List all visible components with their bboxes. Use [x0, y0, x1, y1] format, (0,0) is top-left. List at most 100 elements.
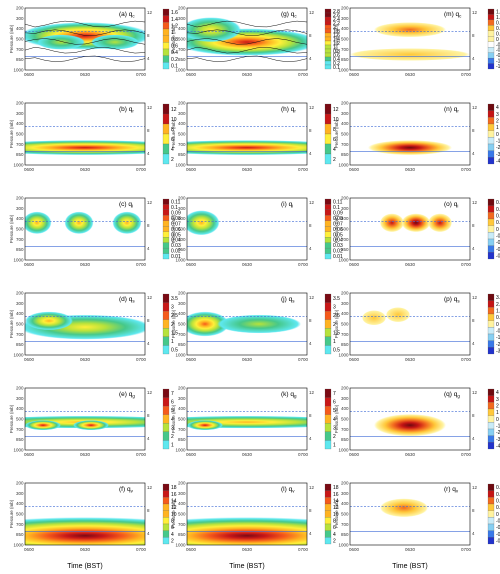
colorbar-swatch — [487, 490, 495, 498]
x-tick-label: 0600 — [24, 72, 35, 77]
colorbar-swatch — [162, 62, 170, 70]
colorbar-swatch — [324, 52, 332, 58]
colorbar-swatch — [162, 237, 170, 243]
panel-y-axis-label: Pressure (mb) — [171, 404, 176, 433]
colorbar-swatch — [162, 113, 170, 125]
x-tick-label: 0600 — [186, 262, 197, 267]
panel-label: (o) qi — [444, 201, 458, 209]
colorbar-swatch — [324, 12, 332, 18]
colorbar-swatch — [324, 215, 332, 221]
colorbar-swatch — [487, 205, 495, 213]
colorbar-label: 0.01 — [333, 254, 343, 260]
y-tick-label: 850 — [178, 342, 186, 347]
colorbar-label: -3 — [496, 437, 500, 443]
colorbar-label: 4 — [496, 390, 499, 396]
right-tick-label: 8 — [309, 413, 312, 418]
colorbar-label: 2 — [333, 538, 336, 544]
panel-y-axis-label: Pressure (mb) — [9, 24, 14, 53]
plot-frame — [186, 102, 308, 166]
right-tick-label: 4 — [147, 151, 150, 156]
field — [25, 103, 145, 165]
colorbar-label: 0.8 — [171, 37, 178, 43]
panel-label-sub: c — [459, 14, 462, 19]
colorbar-swatch — [162, 397, 170, 407]
x-tick-label: 0630 — [405, 357, 416, 362]
field — [350, 483, 470, 545]
x-tick-label: 0700 — [461, 357, 472, 362]
x-tick-label: 0600 — [24, 262, 35, 267]
colorbar-swatch — [324, 28, 332, 34]
panel-label-main: (r) q — [444, 486, 456, 493]
x-tick-label: 0630 — [405, 452, 416, 457]
colorbar-swatch — [162, 198, 170, 205]
colorbar-label: 1.8 — [333, 29, 340, 35]
panel-label-sub: i — [132, 204, 133, 209]
colorbar-swatch — [162, 226, 170, 232]
colorbar-swatch — [324, 406, 332, 415]
colorbar-swatch — [487, 103, 495, 111]
colorbar-label: -0.08 — [496, 253, 500, 259]
right-tick-label: 8 — [472, 128, 475, 133]
colorbar-label: 5 — [171, 408, 174, 414]
colorbar-label: 12 — [333, 505, 339, 511]
y-tick-label: 850 — [178, 152, 186, 157]
colorbar-swatch — [162, 503, 170, 511]
colorbar-swatch — [162, 423, 170, 432]
right-tick-label: 4 — [147, 531, 150, 536]
y-tick-label: 300 — [16, 301, 24, 306]
colorbar-swatch — [487, 157, 495, 165]
colorbar-swatch — [324, 48, 332, 54]
colorbar-label: -3.2 — [496, 348, 500, 354]
colorbar-swatch — [162, 242, 170, 249]
colorbar-label: 2.4 — [333, 17, 340, 23]
contour-line — [187, 38, 307, 45]
panel-y-axis-label: Pressure (mb) — [334, 214, 339, 243]
y-tick-label: 850 — [178, 57, 186, 62]
colorbar-swatch — [324, 423, 332, 432]
colorbar-swatch — [162, 537, 170, 545]
right-tick-label: 8 — [309, 318, 312, 323]
y-tick-label: 1000 — [338, 163, 349, 168]
colorbar-swatch — [487, 110, 495, 118]
colorbar-label: 3 — [171, 425, 174, 431]
colorbar-swatch — [487, 408, 495, 416]
field — [187, 103, 307, 165]
contour-blob — [368, 140, 452, 156]
panel-label: (d) qs — [119, 296, 135, 304]
colorbar-label: 2.6 — [333, 13, 340, 19]
x-tick-label: 0600 — [186, 357, 197, 362]
colorbar-label: 2 — [171, 322, 174, 328]
x-tick-label: 0700 — [136, 357, 147, 362]
x-tick-label: 0700 — [136, 262, 147, 267]
x-tick-label: 0630 — [242, 72, 253, 77]
colorbar-swatch — [162, 220, 170, 227]
colorbar-swatch — [162, 406, 170, 415]
colorbar-label: 0 — [496, 227, 499, 233]
x-tick-label: 0700 — [461, 262, 472, 267]
x-tick-label: 0600 — [349, 262, 360, 267]
right-tick-label: 4 — [309, 341, 312, 346]
colorbar-label: 3.5 — [333, 296, 340, 302]
y-tick-label: 700 — [341, 142, 349, 147]
y-tick-label: 700 — [178, 142, 186, 147]
right-tick-label: 12 — [309, 485, 315, 490]
colorbar-label: 2 — [333, 322, 336, 328]
colorbar-swatch — [487, 442, 495, 450]
colorbar-label: 4 — [333, 417, 336, 423]
y-tick-label: 300 — [341, 396, 349, 401]
y-tick-label: 1000 — [13, 163, 24, 168]
y-tick-label: 700 — [341, 522, 349, 527]
panel-label-sub: s — [292, 299, 295, 304]
colorbar-label: 12 — [171, 505, 177, 511]
y-tick-label: 400 — [341, 311, 349, 316]
right-tick-label: 8 — [472, 318, 475, 323]
colorbar-label: 0.2 — [496, 505, 500, 511]
colorbar-swatch — [324, 345, 332, 355]
panel-label-main: (f) q — [119, 486, 131, 493]
colorbar-label: 3.5 — [171, 296, 178, 302]
panel-label-main: (i) q — [281, 201, 293, 208]
plot-frame — [24, 387, 146, 451]
y-tick-label: 850 — [341, 152, 349, 157]
panel-y-axis-label: Pressure (mb) — [334, 24, 339, 53]
y-tick-label: 1000 — [175, 68, 186, 73]
